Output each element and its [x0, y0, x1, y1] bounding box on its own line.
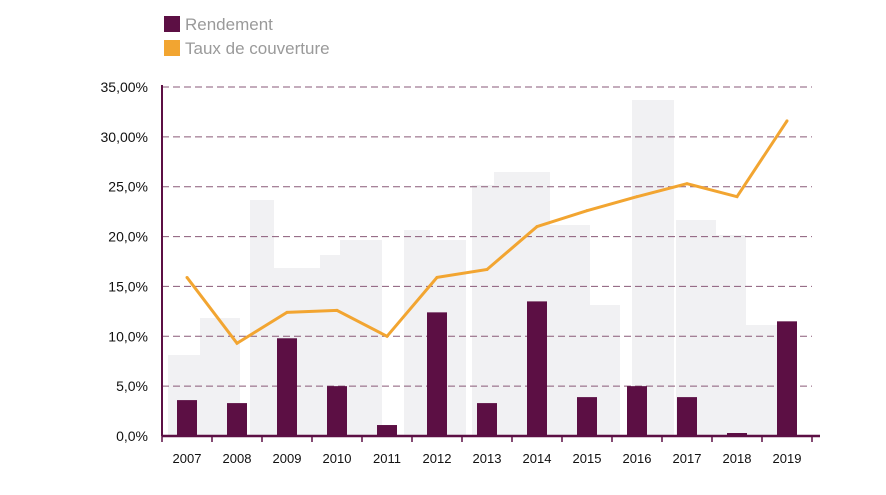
bar-2019: [777, 321, 797, 436]
x-tick-label-2011: 2011: [373, 451, 401, 466]
bar-2008: [227, 403, 247, 436]
bar-2011: [377, 425, 397, 436]
bar-2010: [327, 386, 347, 436]
legend-label-rendement: Rendement: [185, 15, 273, 34]
line-point-2007: [185, 275, 189, 279]
y-tick-label: 25,0%: [108, 179, 148, 195]
y-tick-label: 15,0%: [108, 278, 148, 294]
bar-2012: [427, 312, 447, 436]
x-tick-label-2010: 2010: [323, 451, 352, 466]
line-point-2012: [435, 275, 439, 279]
x-tick-label-2018: 2018: [723, 451, 752, 466]
line-point-2014: [535, 225, 539, 229]
x-tick-label-2013: 2013: [473, 451, 502, 466]
line-point-2018: [735, 195, 739, 199]
x-axis-ticks: 2007 2008 2009 2010 2011 2012 2013 2014 2015 2016…: [173, 451, 802, 466]
legend-swatch-rendement: [164, 16, 180, 32]
y-tick-label: 0,0%: [116, 428, 148, 444]
background-skyline: [168, 100, 792, 435]
line-point-2015: [585, 209, 589, 213]
bar-2015: [577, 397, 597, 436]
bar-2018: [727, 433, 747, 436]
x-tick-label-2017: 2017: [673, 451, 702, 466]
bar-2009: [277, 338, 297, 436]
line-point-2008: [235, 341, 239, 345]
axes: [161, 85, 820, 442]
line-point-2016: [635, 195, 639, 199]
legend-swatch-taux-de-couverture: [164, 40, 180, 56]
y-tick-label: 10,0%: [108, 328, 148, 344]
line-point-2010: [335, 308, 339, 312]
bar-2016: [627, 386, 647, 436]
y-tick-label: 5,0%: [116, 378, 148, 394]
y-tick-label: 20,0%: [108, 229, 148, 245]
line-point-2013: [485, 267, 489, 271]
x-tick-label-2009: 2009: [273, 451, 302, 466]
gridlines: [162, 86, 812, 387]
x-tick-label-2014: 2014: [523, 451, 552, 466]
bar-2007: [177, 400, 197, 436]
x-tick-label-2007: 2007: [173, 451, 202, 466]
line-point-2017: [685, 182, 689, 186]
x-tick-label-2015: 2015: [573, 451, 602, 466]
bar-2013: [477, 403, 497, 436]
x-tick-label-2016: 2016: [623, 451, 652, 466]
x-tick-label-2008: 2008: [223, 451, 252, 466]
line-point-2011: [385, 334, 389, 338]
y-axis-ticks: 0,0% 5,0% 10,0% 15,0% 20,0% 25,0% 30,00% 35,00%: [101, 79, 148, 444]
y-tick-label: 35,00%: [101, 79, 148, 95]
line-series-taux-de-couverture: [185, 119, 789, 346]
bar-2014: [527, 301, 547, 436]
y-tick-label: 30,00%: [101, 129, 148, 145]
legend-label-taux-de-couverture: Taux de couverture: [185, 39, 330, 58]
line-point-2019: [785, 119, 789, 123]
bar-series-rendement: [177, 301, 797, 436]
line-point-2009: [285, 310, 289, 314]
bar-2017: [677, 397, 697, 436]
legend: Rendement Taux de couverture: [164, 15, 330, 58]
x-tick-label-2019: 2019: [773, 451, 802, 466]
x-tick-label-2012: 2012: [423, 451, 452, 466]
